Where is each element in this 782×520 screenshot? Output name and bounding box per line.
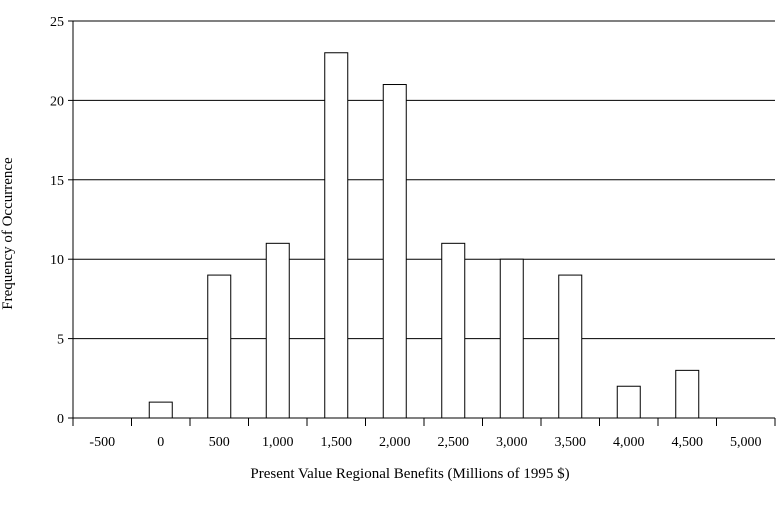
x-tick-label: 3,500	[555, 435, 587, 450]
histogram-bar	[499, 258, 524, 419]
x-tick-label: 0	[157, 435, 164, 450]
y-tick-label: 25	[50, 15, 64, 30]
y-tick-label: 0	[57, 412, 64, 427]
y-tick-label: 10	[50, 253, 64, 268]
gridlines	[73, 20, 775, 340]
axes	[72, 21, 775, 419]
histogram-bar	[207, 274, 232, 419]
y-tick-label: 5	[57, 333, 64, 348]
x-tick-label: 4,500	[672, 435, 704, 450]
x-tick-label: 5,000	[730, 435, 762, 450]
x-tick-label: -500	[89, 435, 115, 450]
bars	[148, 52, 700, 419]
y-tick-label: 20	[50, 94, 64, 109]
x-tick-label: 2,000	[379, 435, 411, 450]
histogram-bar	[265, 242, 290, 419]
histogram-bar	[616, 385, 641, 419]
y-tick-label: 15	[50, 174, 64, 189]
histogram-bar	[441, 242, 466, 419]
histogram-bar	[675, 369, 700, 419]
x-tick-label: 2,500	[438, 435, 470, 450]
x-tick-label: 1,500	[321, 435, 353, 450]
y-axis-title: Frequency of Occurrence	[0, 157, 16, 310]
x-tick-label: 500	[209, 435, 230, 450]
histogram-bar	[558, 274, 583, 419]
histogram-bar	[382, 84, 407, 419]
x-tick-labels: -500 0 500 1,000 1,500 2,000 2,500 3,000 3,500 4,…	[72, 418, 776, 450]
x-axis-title: Present Value Regional Benefits (Million…	[250, 466, 569, 482]
x-tick-label: 1,000	[262, 435, 294, 450]
x-tick-label: 4,000	[613, 435, 645, 450]
histogram-bar	[148, 401, 173, 419]
y-tick-labels: 0 5 10 15 20 25	[50, 15, 73, 427]
histogram-bar	[324, 52, 349, 419]
x-tick-label: 3,000	[496, 435, 528, 450]
